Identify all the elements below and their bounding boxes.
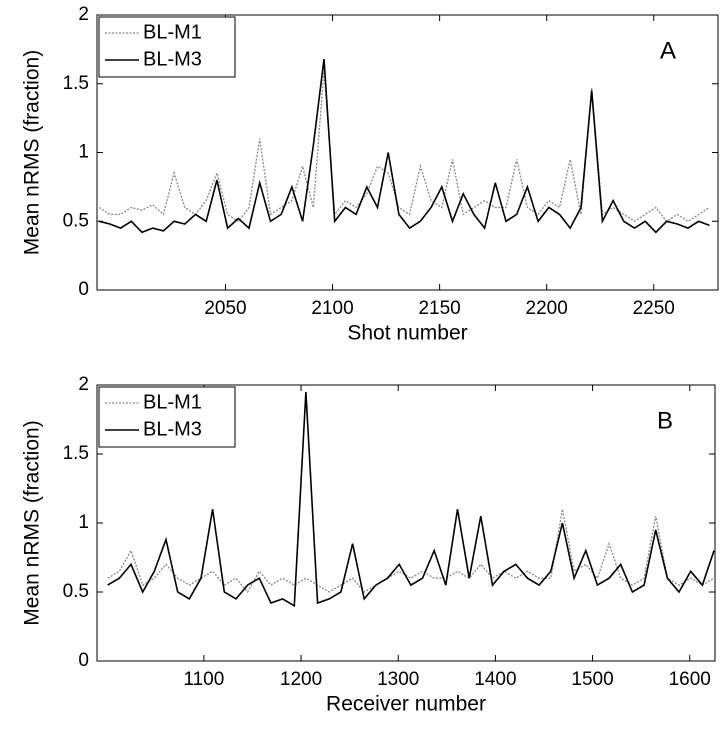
y-tick-label: 2 — [78, 4, 89, 25]
x-tick-label: 1100 — [183, 669, 224, 690]
x-tick-label: 2150 — [418, 298, 460, 319]
x-tick-label: 1600 — [669, 669, 711, 690]
y-axis-label: Mean nRMS (fraction) — [21, 50, 44, 255]
legend-box — [98, 16, 236, 78]
x-tick-label: 1400 — [474, 669, 516, 690]
legend-box — [98, 386, 236, 448]
data-line — [107, 391, 715, 608]
annotation: B — [657, 407, 673, 434]
legend-label: BL-M1 — [143, 21, 202, 43]
x-tick-label: 2200 — [526, 298, 568, 319]
y-tick-label: 0 — [78, 279, 89, 300]
y-tick-label: 1 — [78, 512, 89, 533]
x-tick-label: 2100 — [311, 298, 353, 319]
x-axis-label: Shot number — [347, 322, 467, 345]
data-line — [98, 58, 710, 234]
x-axis-label: Receiver number — [326, 693, 486, 716]
data-line — [98, 69, 710, 223]
y-tick-label: 2 — [78, 374, 89, 395]
y-tick-label: 0.5 — [63, 210, 89, 231]
y-tick-label: 0 — [78, 650, 89, 671]
y-tick-label: 1 — [78, 142, 89, 163]
annotation: A — [660, 37, 676, 64]
x-tick-label: 2250 — [633, 298, 675, 319]
legend-label: BL-M3 — [143, 418, 202, 440]
axes-frame — [96, 14, 719, 291]
legend-label: BL-M1 — [143, 391, 202, 413]
data-line — [107, 509, 715, 594]
x-tick-label: 1200 — [280, 669, 322, 690]
legend-label: BL-M3 — [143, 48, 202, 70]
axes-frame — [96, 384, 716, 662]
x-tick-label: 1500 — [571, 669, 613, 690]
x-tick-label: 1300 — [377, 669, 419, 690]
y-tick-label: 0.5 — [63, 581, 89, 602]
y-tick-label: 1.5 — [63, 443, 89, 464]
x-tick-label: 2050 — [204, 298, 246, 319]
y-tick-label: 1.5 — [63, 73, 89, 94]
y-axis-label: Mean nRMS (fraction) — [21, 420, 44, 625]
